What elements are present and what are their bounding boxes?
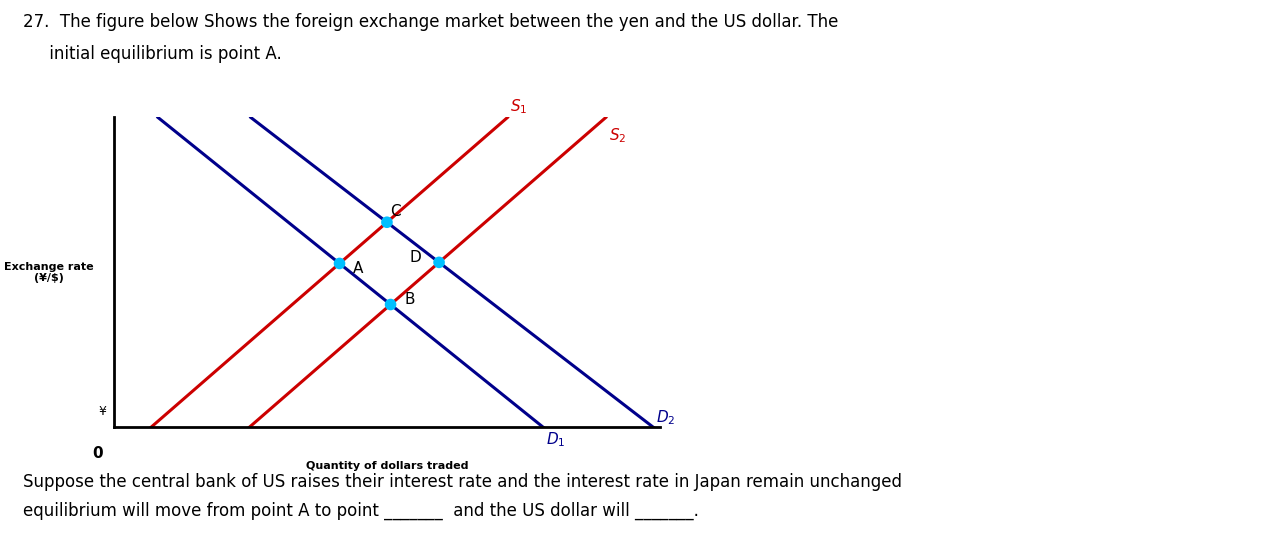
Text: D: D bbox=[409, 250, 420, 265]
Point bbox=[429, 258, 450, 266]
Text: $S_1$: $S_1$ bbox=[511, 97, 527, 116]
Text: $D_2$: $D_2$ bbox=[655, 409, 676, 427]
Text: A: A bbox=[353, 261, 363, 276]
Point bbox=[329, 259, 349, 268]
Point bbox=[381, 300, 401, 309]
Text: Exchange rate
(¥/$): Exchange rate (¥/$) bbox=[4, 262, 94, 283]
Text: ¥: ¥ bbox=[98, 405, 107, 418]
Text: $S_2$: $S_2$ bbox=[608, 127, 626, 145]
Text: Suppose the central bank of US raises their interest rate and the interest rate : Suppose the central bank of US raises th… bbox=[23, 473, 902, 491]
Text: $D_1$: $D_1$ bbox=[546, 430, 565, 449]
Text: C: C bbox=[390, 204, 400, 219]
Text: initial equilibrium is point A.: initial equilibrium is point A. bbox=[23, 45, 282, 64]
Text: B: B bbox=[404, 293, 415, 308]
Point bbox=[377, 218, 398, 226]
Text: 27.  The figure below Shows the foreign exchange market between the yen and the : 27. The figure below Shows the foreign e… bbox=[23, 13, 838, 32]
Text: equilibrium will move from point A to point _______  and the US dollar will ____: equilibrium will move from point A to po… bbox=[23, 502, 698, 520]
Text: Quantity of dollars traded: Quantity of dollars traded bbox=[306, 461, 469, 472]
Text: 0: 0 bbox=[93, 446, 103, 461]
